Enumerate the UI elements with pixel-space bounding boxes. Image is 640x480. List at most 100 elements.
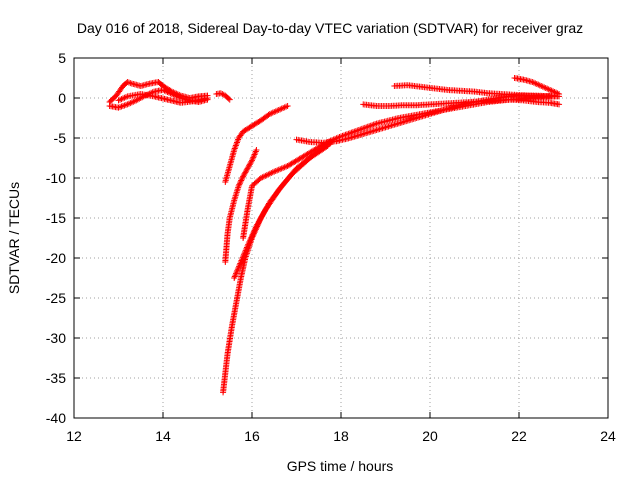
data-point: [263, 172, 270, 179]
data-point: [130, 98, 137, 105]
data-point: [364, 123, 371, 130]
data-point: [355, 127, 362, 133]
series-arc-13: [511, 75, 563, 97]
y-tick-label: -20: [46, 250, 66, 266]
series-arc-8: [231, 143, 331, 281]
data-point: [122, 101, 129, 108]
data-point: [241, 170, 248, 177]
y-tick-label: 0: [58, 90, 66, 106]
data-point: [281, 104, 288, 111]
data-point: [164, 89, 171, 95]
data-point: [128, 99, 135, 106]
series-arc-4: [213, 90, 233, 103]
data-point: [173, 93, 180, 99]
data-point: [530, 79, 537, 86]
grid: [74, 58, 608, 418]
data-point: [280, 105, 287, 111]
data-point: [367, 122, 374, 129]
data-point: [281, 164, 288, 171]
series-arc-12: [391, 82, 558, 100]
data-point: [232, 272, 239, 279]
data-point: [118, 103, 125, 110]
data-point: [162, 88, 169, 95]
y-tick-label: -10: [46, 170, 66, 186]
data-point: [245, 240, 252, 247]
data-point: [240, 173, 247, 180]
data-point: [245, 241, 252, 248]
data-point: [268, 110, 275, 117]
data-point: [121, 94, 128, 101]
data-point: [131, 98, 138, 105]
data-point: [231, 275, 238, 281]
data-point: [544, 85, 551, 92]
data-point: [243, 168, 250, 175]
y-axis-label: SDTVAR / TECUs: [6, 182, 22, 294]
data-point: [115, 104, 122, 111]
data-point: [269, 109, 276, 116]
data-point: [372, 121, 379, 128]
chart-title: Day 016 of 2018, Sidereal Day-to-day VTE…: [77, 20, 583, 36]
data-point: [245, 164, 252, 171]
data-point: [250, 228, 257, 235]
series-arc-11: [360, 96, 563, 109]
data-point: [171, 92, 178, 99]
data-points: [106, 75, 563, 396]
data-point: [238, 257, 245, 264]
data-point: [243, 244, 250, 251]
data-point: [249, 231, 256, 238]
data-point: [242, 247, 249, 254]
data-point: [257, 175, 264, 181]
data-point: [268, 170, 275, 177]
data-point: [266, 170, 273, 177]
data-point: [272, 167, 279, 174]
data-point: [240, 172, 247, 179]
data-point: [553, 89, 560, 96]
data-point: [236, 261, 243, 268]
y-tick-label: 5: [58, 50, 66, 66]
data-point: [241, 250, 248, 257]
data-point: [240, 251, 247, 258]
data-point: [548, 87, 555, 94]
data-point: [249, 157, 255, 164]
data-point: [160, 87, 166, 93]
data-point: [274, 107, 281, 114]
data-point: [165, 89, 172, 96]
data-point: [533, 81, 540, 87]
data-point: [237, 259, 244, 265]
series-arc-1: [106, 79, 211, 105]
data-point: [125, 79, 132, 86]
data-point: [242, 169, 249, 176]
data-point: [247, 160, 254, 167]
data-point: [351, 128, 358, 135]
data-point: [119, 103, 126, 109]
data-point: [251, 151, 258, 158]
x-tick-label: 18: [333, 428, 349, 444]
axis-ticks: 12 14 16 18 20 22 24 5 0 -5 -10 -15 -20 -25 -30 -35 -40: [46, 50, 616, 444]
data-point: [249, 155, 256, 162]
data-point: [243, 245, 250, 252]
data-point: [283, 163, 290, 170]
data-point: [239, 174, 246, 181]
data-point: [284, 103, 291, 109]
data-point: [369, 122, 376, 129]
data-point: [233, 269, 240, 276]
data-point: [249, 233, 255, 239]
data-point: [265, 171, 272, 178]
data-point: [236, 181, 243, 188]
data-point: [250, 230, 257, 237]
data-point: [174, 93, 181, 100]
data-point: [124, 79, 131, 85]
data-point: [124, 101, 131, 108]
x-axis-label: GPS time / hours: [287, 458, 394, 474]
data-point: [226, 96, 233, 103]
data-point: [246, 162, 253, 169]
data-point: [242, 248, 249, 255]
data-point: [115, 97, 122, 104]
data-point: [233, 270, 240, 277]
data-point: [246, 238, 253, 245]
data-point: [248, 234, 255, 241]
data-point: [354, 127, 361, 134]
x-tick-label: 22: [511, 428, 527, 444]
data-point: [250, 152, 257, 159]
y-tick-label: -15: [46, 210, 66, 226]
